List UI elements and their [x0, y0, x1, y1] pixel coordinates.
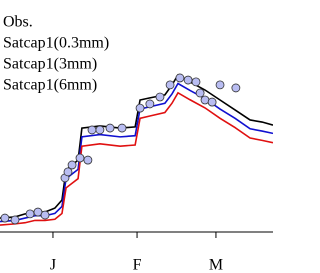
observation-point [87, 125, 97, 135]
observation-point [40, 210, 50, 220]
legend-label: Obs. [3, 14, 33, 31]
observation-point [75, 153, 85, 163]
x-tick-label: M [209, 257, 223, 273]
observation-point [165, 80, 175, 90]
observation-point [10, 215, 20, 225]
series-line [0, 91, 273, 226]
legend-label: Satcap1(3mm) [3, 56, 97, 73]
x-tick-label: F [133, 257, 142, 273]
legend-label: Satcap1(0.3mm) [3, 35, 109, 52]
observation-point [231, 83, 241, 93]
observation-point [207, 97, 217, 107]
observation-point [215, 80, 225, 90]
observation-point [67, 160, 77, 170]
observation-point [183, 75, 193, 85]
observation-point [195, 88, 205, 98]
observation-point [155, 92, 165, 102]
observation-point [145, 99, 155, 109]
observation-point [83, 155, 93, 165]
observation-point [63, 167, 73, 177]
chart: J F M Obs. Satcap1(0.3mm) Satcap1(3mm) Satcap1… [0, 14, 273, 273]
observation-point [191, 77, 201, 87]
observation-point [105, 123, 115, 133]
observation-point [117, 123, 127, 133]
observation-point [0, 213, 10, 223]
observation-point [95, 125, 105, 135]
observation-point [25, 209, 35, 219]
series-line [0, 82, 273, 223]
observation-point [175, 73, 185, 83]
series-line [0, 73, 273, 219]
observation-point [135, 103, 145, 113]
x-tick-label: J [50, 257, 56, 273]
legend-label: Satcap1(6mm) [3, 77, 97, 94]
